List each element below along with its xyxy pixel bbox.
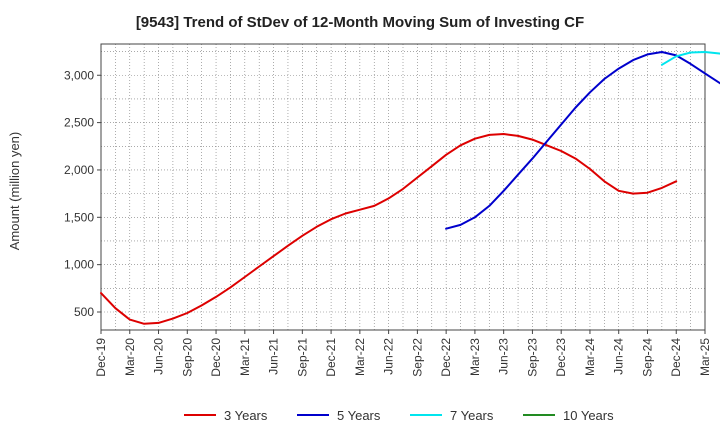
x-tick-label: Jun-24 <box>612 338 626 375</box>
plot-frame <box>100 43 706 331</box>
x-tick-label: Dec-19 <box>94 338 108 377</box>
y-axis-label: Amount (million yen) <box>7 132 22 251</box>
series-layer <box>100 51 720 325</box>
x-tick-label: Sep-20 <box>180 338 194 377</box>
x-tick-layer: Dec-19 Mar-20 Jun-20 Sep-20 Dec-20 Mar-21 Jun-… <box>94 330 712 377</box>
x-tick-label: Sep-23 <box>525 338 539 377</box>
x-tick-label: Mar-21 <box>238 338 252 376</box>
x-tick-label: Mar-22 <box>353 338 367 376</box>
legend: 3 Years 5 Years 7 Years 10 Years <box>184 408 614 423</box>
y-tick-label: 3,000 <box>64 68 94 82</box>
x-tick-label: Mar-20 <box>123 338 137 376</box>
y-tick-label: 1,500 <box>64 210 94 224</box>
series-line-7-years <box>660 51 720 66</box>
x-tick-label: Jun-20 <box>152 338 166 375</box>
y-tick-label: 500 <box>74 305 94 319</box>
y-tick-label: 1,000 <box>64 258 94 272</box>
x-tick-label: Dec-22 <box>439 338 453 377</box>
y-tick-label: 2,000 <box>64 163 94 177</box>
x-tick-label: Dec-21 <box>324 338 338 377</box>
x-tick-label: Sep-21 <box>295 338 309 377</box>
chart-title: [9543] Trend of StDev of 12-Month Moving… <box>136 14 584 31</box>
x-tick-label: Mar-25 <box>698 338 712 376</box>
legend-label-3-years: 3 Years <box>224 408 268 423</box>
x-tick-label: Dec-20 <box>209 338 223 377</box>
x-tick-label: Sep-24 <box>640 338 654 377</box>
legend-label-7-years: 7 Years <box>450 408 494 423</box>
series-line-3-years <box>100 133 678 325</box>
legend-label-10-years: 10 Years <box>563 408 614 423</box>
legend-label-5-years: 5 Years <box>337 408 381 423</box>
x-tick-label: Mar-23 <box>468 338 482 376</box>
x-tick-label: Jun-23 <box>497 338 511 375</box>
x-tick-label: Dec-23 <box>554 338 568 377</box>
x-tick-label: Mar-24 <box>583 338 597 376</box>
y-tick-label: 2,500 <box>64 116 94 130</box>
x-tick-label: Dec-24 <box>669 338 683 377</box>
x-tick-label: Jun-22 <box>382 338 396 375</box>
x-tick-label: Jun-21 <box>267 338 281 375</box>
x-tick-label: Sep-22 <box>410 338 424 377</box>
y-tick-layer: 500 1,000 1,500 2,000 2,500 3,000 <box>64 68 101 319</box>
series-line-5-years <box>445 51 720 230</box>
